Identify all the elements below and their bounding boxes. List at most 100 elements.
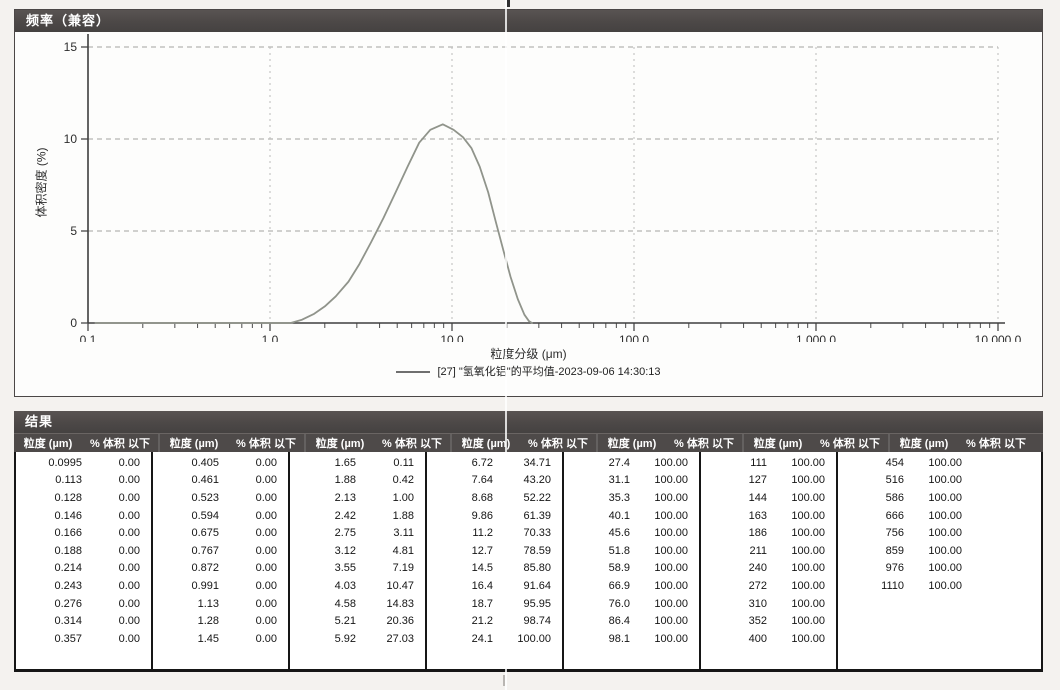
pct-value: 100.00 — [791, 456, 825, 469]
pct-value: 100.00 — [791, 509, 825, 522]
table-column-group: 454 100.00 516 100.00 586 100.00 666 100.00 756 1… — [838, 452, 1043, 669]
size-value: 144 — [748, 491, 767, 504]
size-value: 11.2 — [472, 527, 493, 540]
pct-value: 100.00 — [654, 456, 688, 469]
table-row: 0.357 0.00 — [16, 630, 151, 648]
table-row: 31.1 100.00 — [564, 472, 699, 490]
column-group-header: 粒度 (µm) % 体积 以下 — [744, 434, 890, 452]
y-tick-label: 0 — [70, 316, 77, 330]
scan-artifact-bottom-mark — [503, 675, 505, 686]
size-value: 516 — [885, 474, 904, 487]
table-column-group: 1.65 0.11 1.88 0.42 2.13 1.00 2.42 1.88 2.75 3.11… — [290, 452, 427, 669]
pct-value: 0.00 — [255, 491, 277, 504]
table-column-group: 6.72 34.71 7.64 43.20 8.68 52.22 9.86 61.39 11.2… — [427, 452, 564, 669]
chart-legend: [27] "氢氧化铝"的平均值-2023-09-06 14:30:13 — [15, 363, 1042, 379]
size-value: 756 — [885, 527, 904, 540]
size-value: 4.03 — [334, 579, 356, 592]
pct-value: 100.00 — [928, 562, 962, 575]
pct-value: 20.36 — [386, 615, 414, 628]
pct-value: 27.03 — [386, 632, 414, 645]
distribution-curve — [94, 123, 533, 324]
pct-value: 3.11 — [393, 527, 414, 540]
table-row: 144 100.00 — [701, 489, 836, 507]
size-value: 310 — [748, 597, 767, 610]
frequency-chart: 0.1 1.0 10.0 100.0 1,000.0 10,000.0 0 5 10 15 体积密… — [15, 32, 1042, 396]
size-value: 45.6 — [608, 527, 630, 540]
pct-value: 100.00 — [791, 527, 825, 540]
table-row: 400 100.00 — [701, 630, 836, 648]
size-value: 76.0 — [608, 597, 630, 610]
table-row: 666 100.00 — [838, 507, 1041, 525]
pct-value: 100.00 — [791, 579, 825, 592]
pct-value: 100.00 — [791, 597, 825, 610]
table-row: 756 100.00 — [838, 524, 1041, 542]
size-value: 6.72 — [471, 456, 493, 469]
pct-value: 0.00 — [118, 544, 140, 557]
size-value: 0.523 — [191, 491, 219, 504]
table-row: 14.5 85.80 — [427, 560, 562, 578]
table-row: 8.68 52.22 — [427, 489, 562, 507]
results-col-headers: 粒度 (µm) % 体积 以下 粒度 (µm) % 体积 以下 粒度 (µm) % 体积 … — [14, 433, 1043, 452]
frequency-chart-panel: 频率（兼容） 0.1 1.0 10.0 100.0 1,000.0 10,000.0 0 5 1… — [14, 9, 1043, 397]
pct-value: 100.00 — [654, 544, 688, 557]
x-tick-label: 10.0 — [440, 333, 464, 342]
size-value: 12.7 — [471, 544, 493, 557]
pct-value: 98.74 — [523, 615, 551, 628]
size-value: 1.65 — [334, 456, 356, 469]
table-row: 12.7 78.59 — [427, 542, 562, 560]
table-row: 310 100.00 — [701, 595, 836, 613]
size-value: 58.9 — [608, 562, 630, 575]
size-value: 0.594 — [191, 509, 219, 522]
size-value: 352 — [748, 615, 767, 628]
table-row: 40.1 100.00 — [564, 507, 699, 525]
column-group-header: 粒度 (µm) % 体积 以下 — [306, 434, 452, 452]
size-value: 31.1 — [608, 474, 630, 487]
table-row: 4.58 14.83 — [290, 595, 425, 613]
table-row: 0.243 0.00 — [16, 577, 151, 595]
pct-col-header: % 体积 以下 — [90, 438, 150, 450]
table-row: 111 100.00 — [701, 454, 836, 472]
table-row: 1.28 0.00 — [153, 612, 288, 630]
size-value: 40.1 — [608, 509, 630, 522]
x-tick-label: 0.1 — [80, 333, 97, 342]
pct-value: 0.00 — [118, 579, 140, 592]
pct-value: 95.95 — [523, 597, 551, 610]
pct-value: 100.00 — [791, 474, 825, 487]
pct-value: 100.00 — [928, 491, 962, 504]
table-row: 127 100.00 — [701, 472, 836, 490]
column-group-header: 粒度 (µm) % 体积 以下 — [160, 434, 306, 452]
size-value: 859 — [885, 544, 904, 557]
table-row: 6.72 34.71 — [427, 454, 562, 472]
y-tick-label: 15 — [64, 40, 78, 54]
pct-value: 0.00 — [255, 474, 277, 487]
table-row: 2.75 3.11 — [290, 524, 425, 542]
pct-value: 0.00 — [255, 527, 277, 540]
size-value: 51.8 — [608, 544, 630, 557]
pct-col-header: % 体积 以下 — [382, 438, 442, 450]
table-row: 9.86 61.39 — [427, 507, 562, 525]
size-value: 976 — [885, 562, 904, 575]
size-value: 98.1 — [608, 632, 630, 645]
table-row: 16.4 91.64 — [427, 577, 562, 595]
pct-value: 0.00 — [255, 509, 277, 522]
pct-value: 0.00 — [118, 615, 140, 628]
size-value: 1.45 — [197, 632, 219, 645]
table-row: 352 100.00 — [701, 612, 836, 630]
size-value: 7.64 — [471, 474, 493, 487]
size-value: 1.28 — [197, 615, 219, 628]
legend-label: [27] "氢氧化铝"的平均值-2023-09-06 14:30:13 — [437, 366, 661, 378]
table-row: 7.64 43.20 — [427, 472, 562, 490]
table-row: 1110 100.00 — [838, 577, 1041, 595]
pct-value: 7.19 — [392, 562, 414, 575]
table-row: 76.0 100.00 — [564, 595, 699, 613]
pct-value: 0.00 — [255, 615, 277, 628]
table-row: 1.45 0.00 — [153, 630, 288, 648]
table-row: 3.55 7.19 — [290, 560, 425, 578]
size-value: 163 — [748, 509, 767, 522]
pct-value: 0.00 — [118, 527, 140, 540]
x-axis-title: 粒度分级 (μm) — [490, 347, 567, 361]
y-tick-label: 5 — [70, 224, 77, 238]
pct-value: 78.59 — [523, 544, 551, 557]
size-value: 2.75 — [334, 527, 356, 540]
